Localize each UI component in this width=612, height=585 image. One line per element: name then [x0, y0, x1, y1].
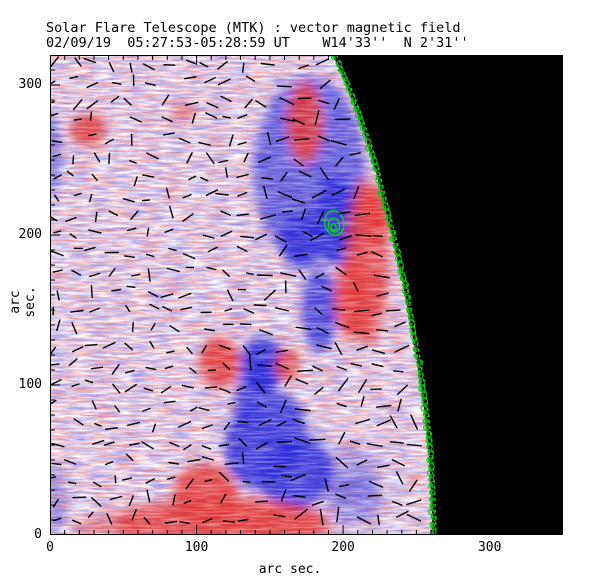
x-axis-label: arc sec. — [258, 562, 322, 577]
x-tick-label: 0 — [46, 540, 54, 555]
x-tick-label: 300 — [477, 540, 502, 555]
magnetogram-plot — [50, 55, 563, 535]
figure-title: Solar Flare Telescope (MTK) : vector mag… — [46, 20, 461, 36]
figure-subtitle: 02/09/19 05:27:53-05:28:59 UT W14'33'' N… — [46, 35, 469, 51]
y-tick-label: 100 — [18, 377, 42, 392]
flare-site-contour — [324, 210, 345, 236]
limb-scallops — [330, 55, 437, 535]
plot-frame — [50, 55, 563, 535]
y-tick-label: 200 — [18, 227, 42, 242]
y-axis-label: arc sec. — [8, 286, 38, 318]
y-tick-label: 300 — [18, 77, 42, 92]
x-tick-label: 100 — [184, 540, 209, 555]
x-tick-label: 200 — [331, 540, 355, 555]
off-limb-region — [332, 55, 563, 535]
vector-arrows — [50, 56, 422, 526]
y-tick-label: 0 — [34, 527, 42, 542]
limb-red-specks — [334, 55, 435, 535]
